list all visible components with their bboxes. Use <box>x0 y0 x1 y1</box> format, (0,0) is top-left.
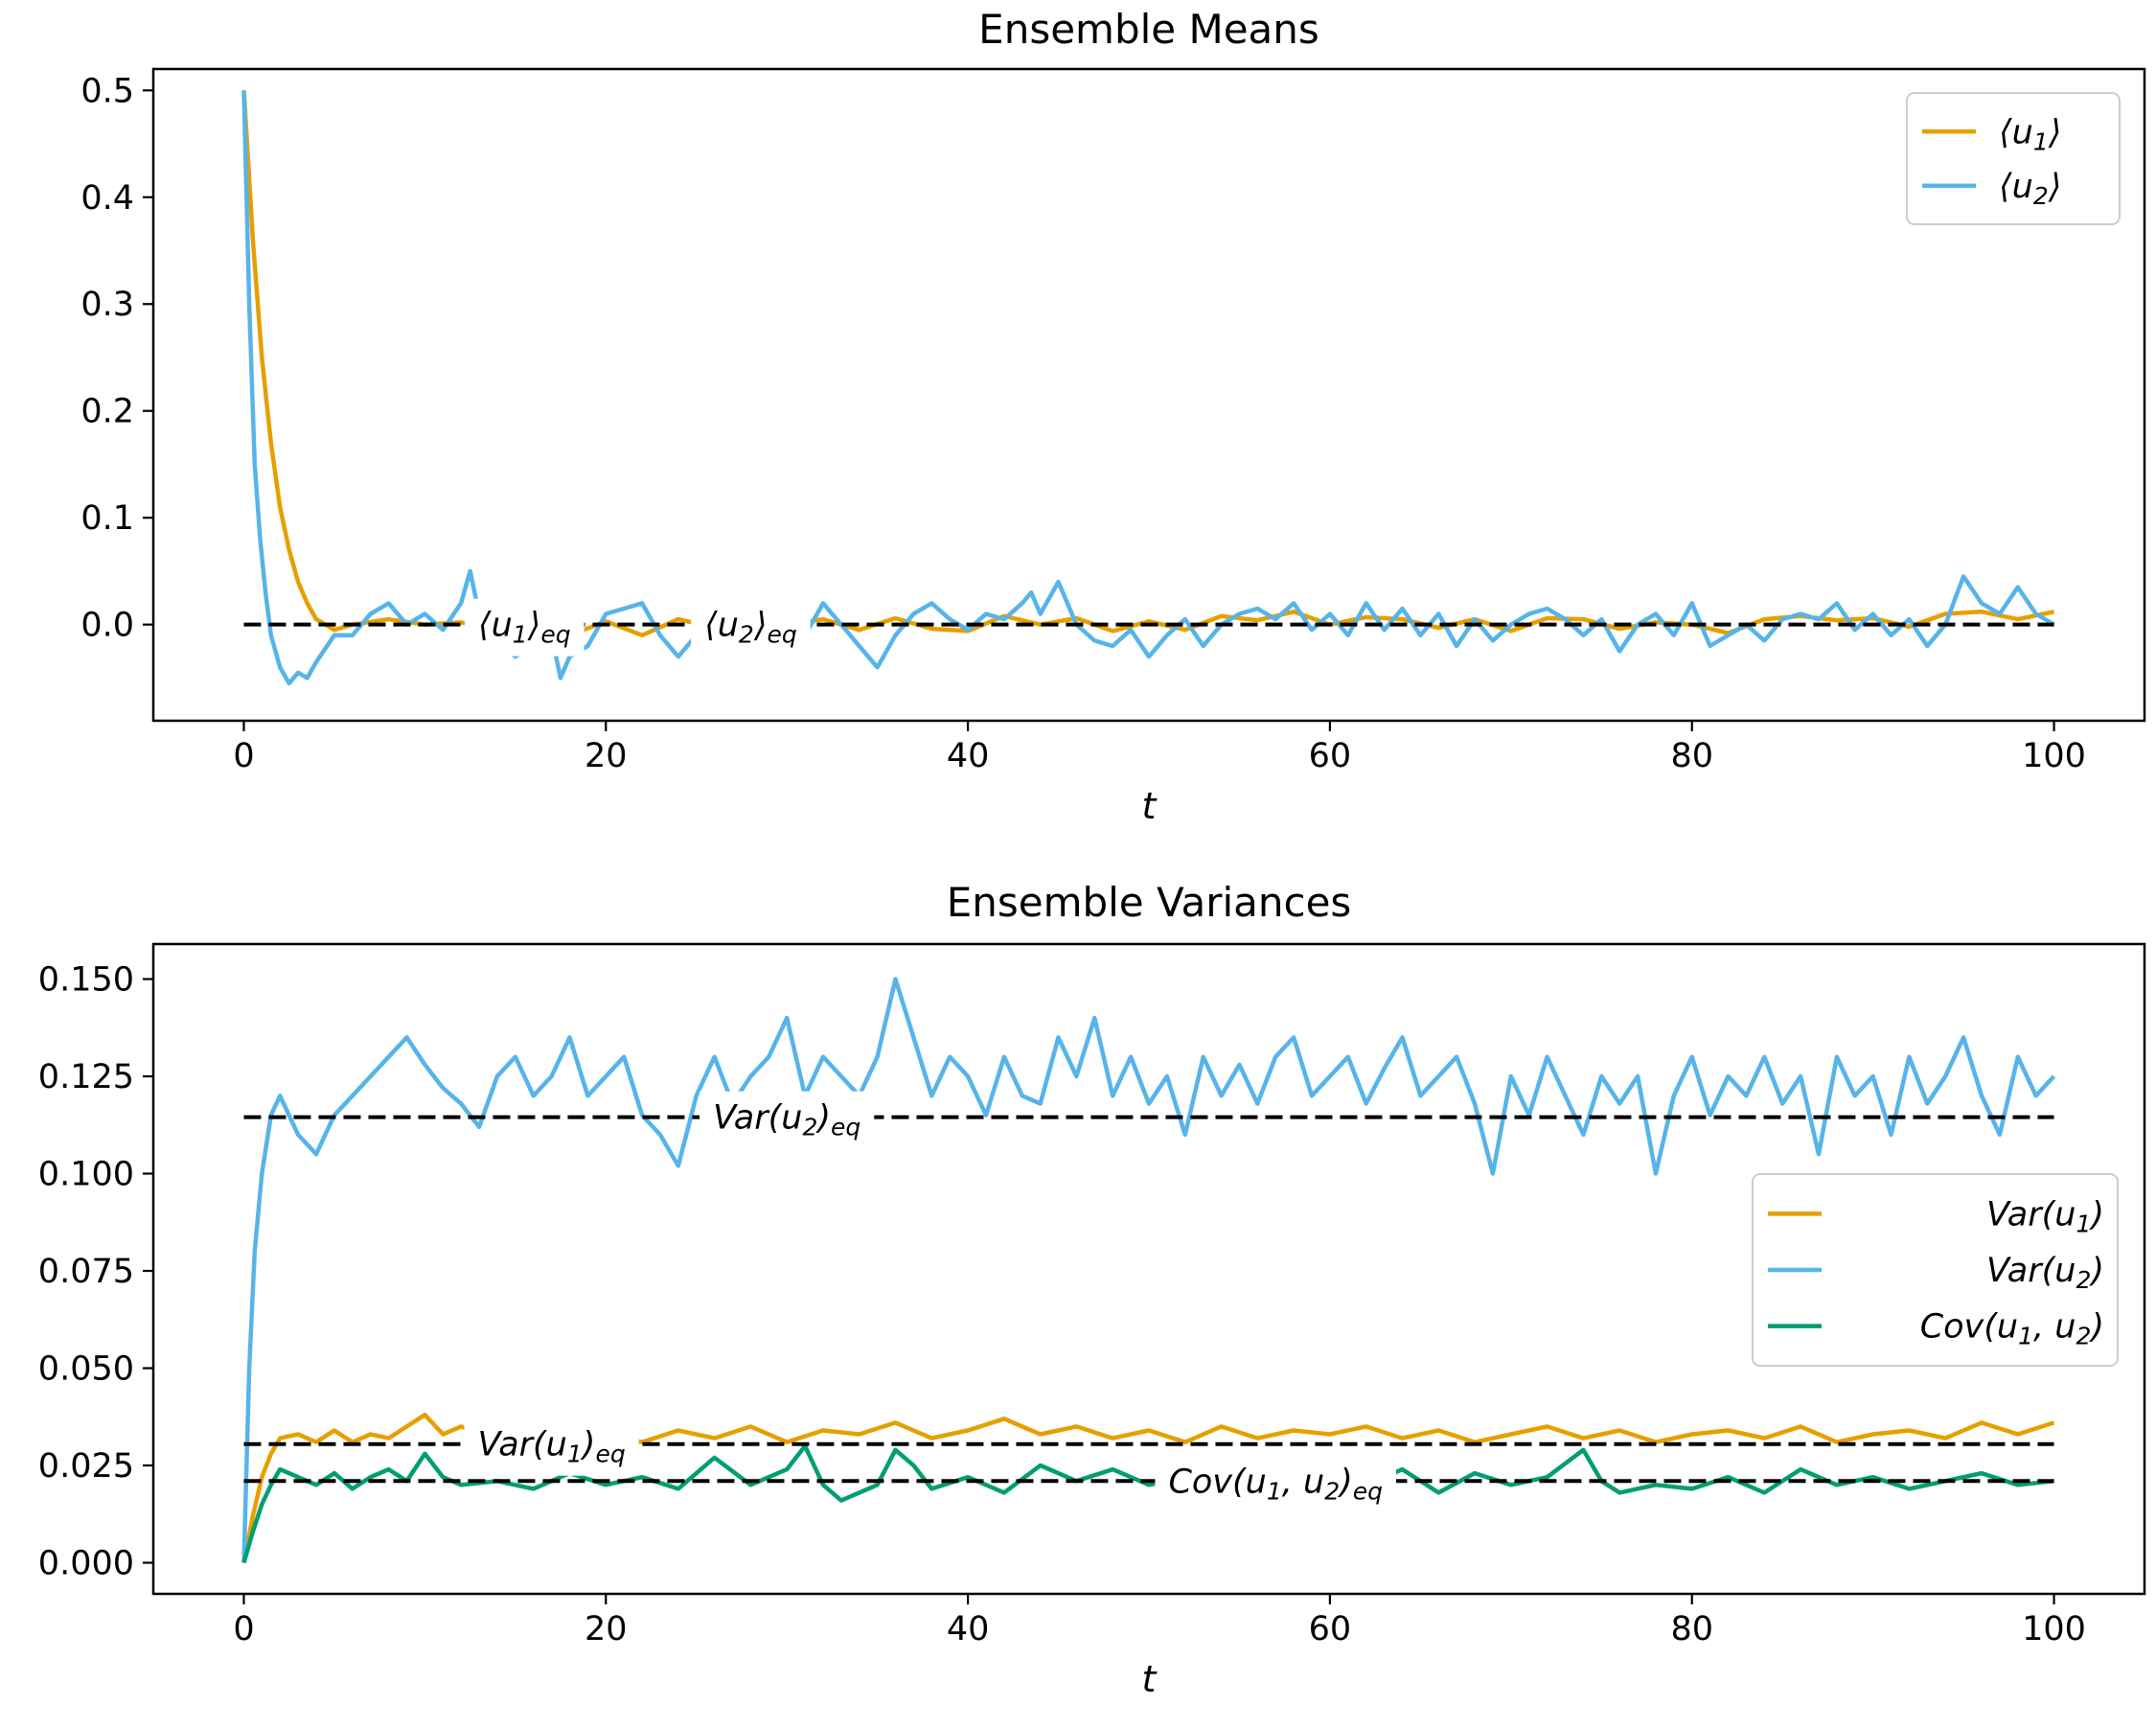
legend-label: ⟨u1⟩ <box>1999 113 2061 155</box>
variances-panel: Ensemble Variances Var(u2)eq Var(u1)eq Cov(… <box>38 879 2146 1700</box>
y-tick-label: 0.125 <box>38 1058 134 1096</box>
y-tick-label: 0.075 <box>38 1253 134 1291</box>
x-tick-label: 0 <box>233 1610 254 1648</box>
y-tick-label: 0.025 <box>38 1447 134 1486</box>
legend-box <box>1906 92 2121 225</box>
legend: ⟨u1⟩ ⟨u2⟩ <box>1906 92 2121 225</box>
plot-area <box>241 90 2055 686</box>
legend: Var(u1) Var(u2) Cov(u1, u2) <box>1752 1173 2119 1367</box>
var-ref-u1-label: Var(u1)eq <box>464 1418 639 1476</box>
x-tick-label: 100 <box>2022 737 2086 775</box>
y-tick-label: 0.4 <box>80 179 134 218</box>
chart-title: Ensemble Means <box>978 6 1319 53</box>
legend-var-u2: Var(u2) <box>1768 1252 2104 1294</box>
x-tick-label: 20 <box>585 737 628 775</box>
svg-text:⟨u2⟩eq: ⟨u2⟩eq <box>704 607 797 649</box>
y-tick-label: 0.0 <box>80 607 134 645</box>
x-tick-label: 100 <box>2022 1610 2086 1648</box>
legend-cov: Cov(u1, u2) <box>1768 1308 2104 1350</box>
x-tick-label: 80 <box>1670 737 1713 775</box>
legend-label: Cov(u1, u2) <box>1920 1308 2104 1350</box>
x-tick-label: 80 <box>1670 1610 1713 1648</box>
series-var-u1-line <box>241 1412 2055 1563</box>
series-cov-line <box>241 1443 2054 1564</box>
means-ref-u1-label: ⟨u1⟩eq <box>464 598 585 657</box>
y-tick-label: 0.000 <box>38 1545 134 1583</box>
series-mean-u2-line <box>241 90 2055 686</box>
svg-text:⟨u1⟩eq: ⟨u1⟩eq <box>478 607 571 649</box>
legend-label: Var(u2) <box>1986 1252 2104 1294</box>
cov-ref-label: Cov(u1, u2)eq <box>1155 1455 1397 1513</box>
y-tick-label: 0.3 <box>80 286 134 324</box>
legend-box <box>1752 1173 2119 1367</box>
svg-text:Var(u2)eq: Var(u2)eq <box>713 1099 860 1141</box>
y-tick-label: 0.1 <box>80 499 134 538</box>
axes-frame <box>151 67 2146 723</box>
y-tick-label: 0.5 <box>80 72 134 110</box>
legend-mean-u1: ⟨u1⟩ <box>1922 113 2061 155</box>
y-tick-label: 0.150 <box>38 961 134 1000</box>
y-tick-label: 0.050 <box>38 1350 134 1389</box>
legend-label: Var(u1) <box>1986 1195 2104 1237</box>
axes-frame <box>151 942 2146 1596</box>
legend-var-u1: Var(u1) <box>1768 1195 2104 1237</box>
x-tick-label: 40 <box>947 737 990 775</box>
series-var-u2-line <box>241 977 2056 1563</box>
svg-text:Var(u1)eq: Var(u1)eq <box>477 1426 625 1468</box>
x-tick-label: 0 <box>233 737 254 775</box>
y-tick-label: 0.100 <box>38 1156 134 1194</box>
chart-title: Ensemble Variances <box>947 879 1352 926</box>
svg-text:Cov(u1, u2)eq: Cov(u1, u2)eq <box>1168 1463 1383 1505</box>
legend-mean-u2: ⟨u2⟩ <box>1922 168 2061 210</box>
plot-area <box>241 977 2056 1564</box>
x-tick-label: 60 <box>1309 737 1352 775</box>
legend-label: ⟨u2⟩ <box>1999 168 2061 210</box>
x-tick-label: 60 <box>1309 1610 1352 1648</box>
means-panel: Ensemble Means ⟨u1⟩eq ⟨u2⟩eq 0 20 40 60 80 100 0.… <box>80 6 2146 827</box>
x-tick-label: 20 <box>585 1610 628 1648</box>
var-ref-u2-label: Var(u2)eq <box>700 1091 875 1149</box>
x-axis-label: t <box>1142 785 1158 827</box>
y-tick-label: 0.2 <box>80 393 134 431</box>
x-axis-label: t <box>1142 1658 1158 1700</box>
series-mean-u1-line <box>241 90 2054 638</box>
x-tick-label: 40 <box>947 1610 990 1648</box>
means-ref-u2-label: ⟨u2⟩eq <box>691 598 811 657</box>
